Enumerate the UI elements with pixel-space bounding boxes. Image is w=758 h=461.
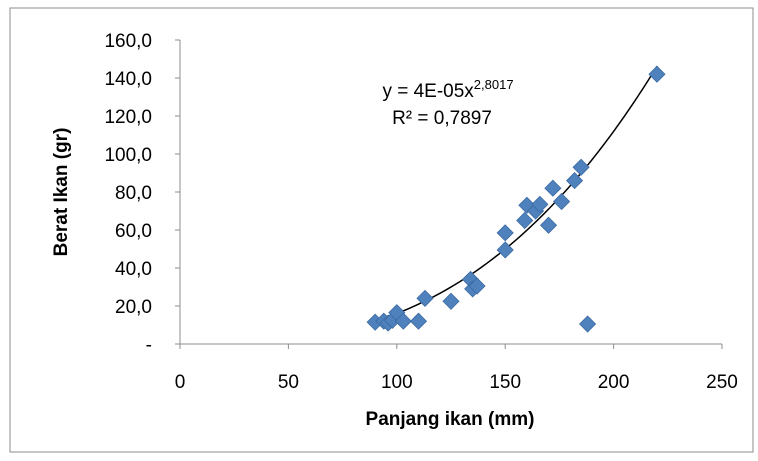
x-tick-label: 150 (489, 372, 521, 393)
trendline-equation: y = 4E-05x2,8017 (382, 77, 513, 102)
equation-prefix: y = 4E-05x (382, 81, 474, 102)
y-tick-label: 20,0 (115, 297, 152, 318)
y-tick-label: 140,0 (104, 69, 152, 90)
x-tick-label: 0 (175, 372, 186, 393)
data-point (516, 211, 534, 230)
data-point (544, 179, 562, 197)
x-axis-title: Panjang ikan (mm) (366, 409, 535, 430)
x-tick-label: 100 (381, 372, 413, 393)
r-squared-label: R² = 0,7897 (392, 108, 492, 129)
data-point (579, 315, 597, 333)
data-point (566, 172, 584, 190)
y-tick-label: 120,0 (104, 107, 152, 128)
data-point (531, 195, 549, 213)
x-tick-label: 250 (706, 372, 738, 393)
x-tick-labels: 0 50 100 150 200 250 (175, 344, 738, 393)
data-point (442, 292, 460, 310)
y-tick-labels: - 20,0 40,0 60,0 80,0 100,0 120,0 140,0 160,0 (104, 31, 180, 356)
x-tick-label: 200 (598, 372, 630, 393)
x-tick-label: 50 (278, 372, 299, 393)
data-point (409, 312, 428, 330)
data-point (468, 277, 486, 295)
data-point (394, 312, 412, 330)
y-axis-title: Berat Ikan (gr) (51, 128, 72, 257)
y-tick-label: 60,0 (115, 221, 152, 242)
y-tick-label: 80,0 (115, 183, 152, 204)
data-point (572, 158, 590, 176)
equation-exponent: 2,8017 (474, 77, 514, 92)
data-point (496, 224, 514, 242)
y-tick-label: 40,0 (115, 259, 152, 280)
chart-frame (9, 7, 754, 453)
data-point (553, 192, 571, 211)
y-tick-label: 100,0 (104, 145, 152, 166)
y-tick-label: - (146, 335, 152, 356)
data-point (416, 289, 434, 307)
data-points (366, 65, 666, 333)
data-point (496, 241, 514, 259)
data-point (648, 65, 666, 83)
data-point (539, 216, 558, 234)
y-tick-label: 160,0 (104, 31, 152, 52)
